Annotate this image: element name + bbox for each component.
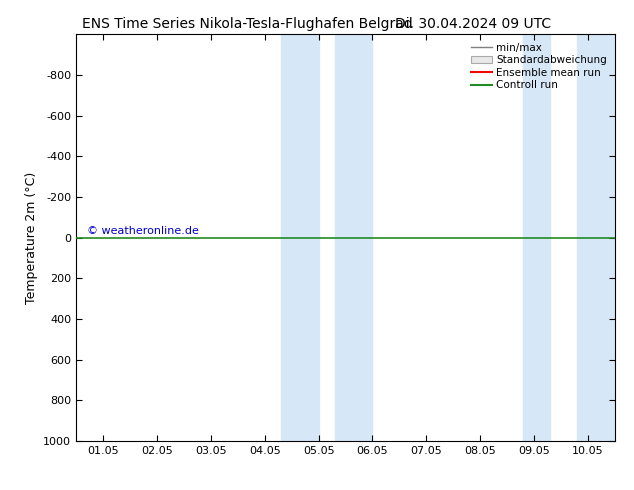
Text: Di. 30.04.2024 09 UTC: Di. 30.04.2024 09 UTC [396,17,552,31]
Text: © weatheronline.de: © weatheronline.de [87,226,198,237]
Bar [281,34,318,441]
Y-axis label: Temperature 2m (°C): Temperature 2m (°C) [25,172,37,304]
Text: ENS Time Series Nikola-Tesla-Flughafen Belgrad: ENS Time Series Nikola-Tesla-Flughafen B… [82,17,413,31]
Bar [578,34,615,441]
Legend: min/max, Standardabweichung, Ensemble mean run, Controll run: min/max, Standardabweichung, Ensemble me… [468,40,610,94]
Bar [335,34,373,441]
Bar [523,34,550,441]
